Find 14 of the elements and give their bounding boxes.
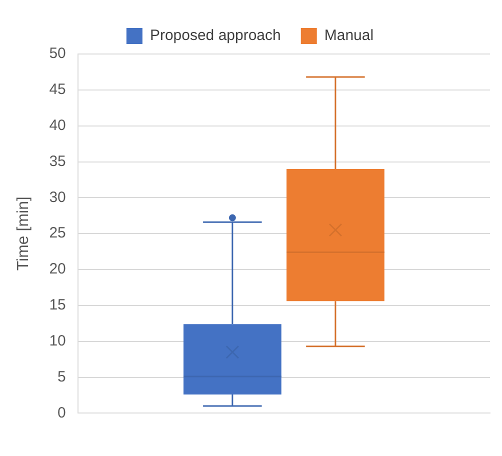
y-tick-label: 15 — [49, 296, 66, 314]
y-tick-label: 20 — [49, 260, 66, 278]
y-tick-label: 45 — [49, 81, 66, 98]
y-tick-label: 5 — [58, 368, 66, 386]
y-tick-label: 0 — [58, 404, 66, 422]
y-tick-label: 50 — [49, 45, 66, 62]
y-axis-title: Time [min] — [15, 196, 32, 271]
y-tick-label: 35 — [49, 152, 66, 170]
legend-label: Manual — [324, 27, 374, 44]
y-tick-label: 25 — [49, 224, 66, 242]
legend-label: Proposed approach — [150, 27, 281, 44]
y-tick-label: 10 — [49, 332, 66, 350]
y-tick-label: 40 — [49, 116, 66, 134]
y-tick-label: 30 — [49, 188, 66, 206]
